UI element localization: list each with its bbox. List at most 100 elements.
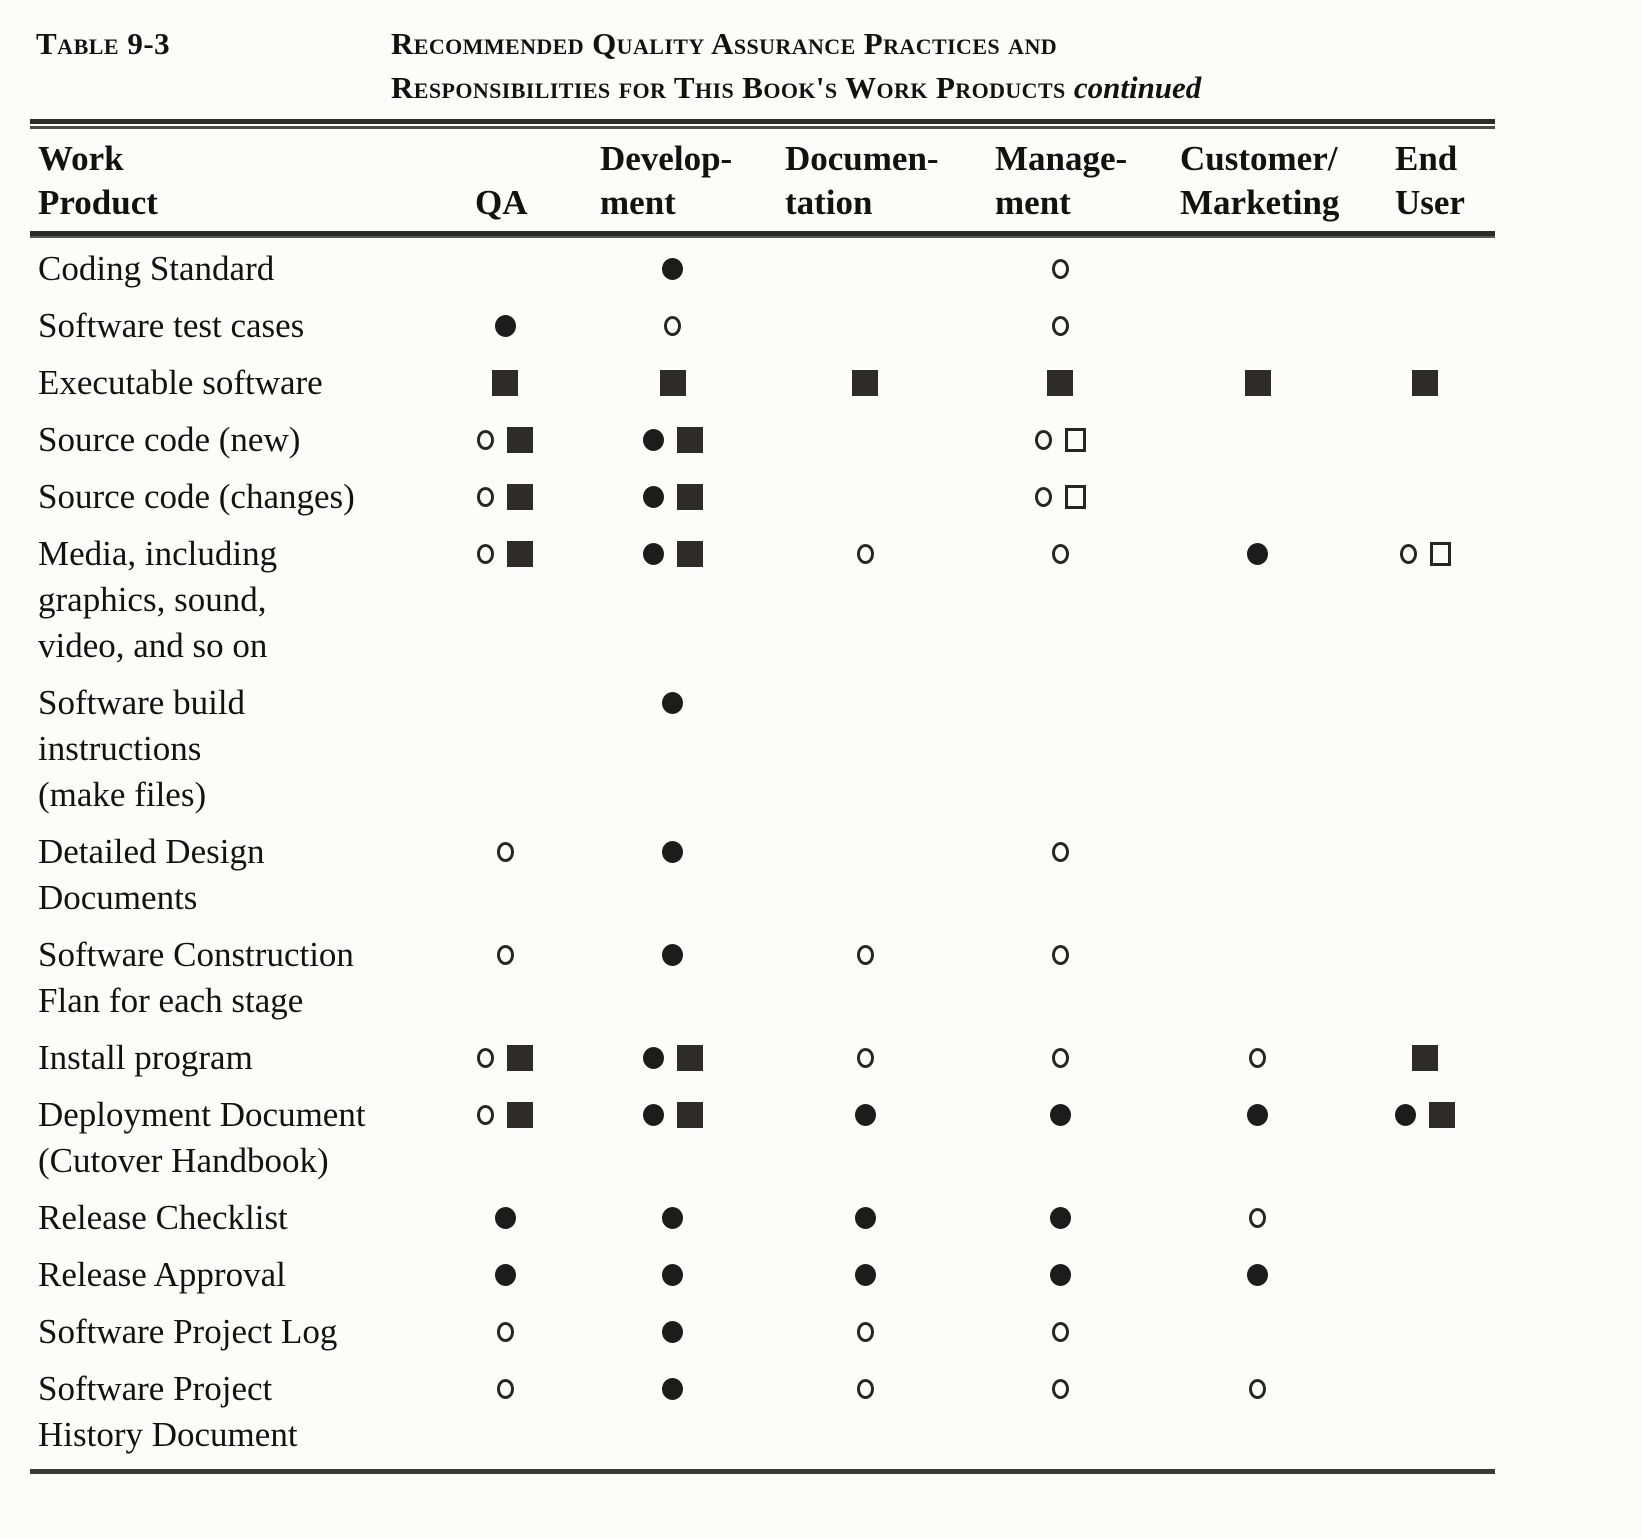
header-customer-marketing: Customer/ Marketing (1180, 139, 1340, 222)
cell-development (575, 474, 770, 520)
cell-documentation (770, 303, 960, 349)
filled-circle-icon (494, 315, 516, 337)
cell-qa (435, 246, 575, 292)
cell-development (575, 303, 770, 349)
title-continued: continued (1073, 70, 1202, 105)
cell-end_user (1355, 932, 1495, 978)
cell-documentation (770, 417, 960, 463)
cell-documentation (770, 829, 960, 875)
filled-square-icon (507, 484, 533, 510)
work-product-label: Media, including graphics, sound, video,… (38, 534, 278, 665)
filled-circle-icon (1049, 1264, 1071, 1286)
title-line-2: Responsibilities for This Book's Work Pr… (391, 66, 1201, 110)
cell-end_user (1355, 1366, 1495, 1412)
cell-documentation (770, 1092, 960, 1138)
cell-development (575, 531, 770, 577)
filled-square-icon (676, 484, 703, 510)
table-row: Software Construction Flan for each stag… (30, 932, 1495, 1024)
work-product-label: Software build instructions (make files) (38, 683, 246, 814)
table-row: Software Project History Document (30, 1366, 1495, 1458)
bottom-rule (30, 1469, 1495, 1474)
filled-square-icon (507, 427, 533, 453)
filled-square-icon (1047, 370, 1073, 396)
cell-qa (435, 1252, 575, 1298)
filled-circle-icon (1049, 1207, 1071, 1229)
cell-customer_marketing (1160, 246, 1355, 292)
table-body: Coding Standard Software test cases Execut… (30, 238, 1495, 1458)
cell-documentation (770, 932, 960, 978)
table-label: Table 9-3 (36, 26, 171, 61)
cell-development (575, 1092, 770, 1138)
open-circle-icon (1249, 1208, 1266, 1228)
cell-development (575, 829, 770, 875)
cell-customer_marketing (1160, 474, 1355, 520)
table-row: Coding Standard (30, 246, 1495, 292)
work-product-label: Release Checklist (38, 1198, 288, 1237)
open-circle-icon (1051, 1322, 1069, 1342)
cell-documentation (770, 246, 960, 292)
cell-qa (435, 1035, 575, 1081)
table-row: Deployment Document (Cutover Handbook) (30, 1092, 1495, 1184)
cell-management (960, 1252, 1160, 1298)
top-double-rule (30, 119, 1495, 129)
cell-qa (435, 360, 575, 406)
cell-documentation (770, 531, 960, 577)
work-product-label: Software test cases (38, 306, 305, 345)
cell-qa (435, 1309, 575, 1355)
work-product-label: Software Project History Document (38, 1369, 298, 1454)
cell-end_user (1355, 417, 1495, 463)
cell-documentation (770, 680, 960, 726)
cell-end_user (1355, 1252, 1495, 1298)
open-circle-icon (1034, 487, 1052, 507)
filled-circle-icon (494, 1264, 516, 1286)
work-product-label: Detailed Design Documents (38, 832, 265, 917)
cell-end_user (1355, 1035, 1495, 1081)
cell-customer_marketing (1160, 1366, 1355, 1412)
filled-circle-icon (1247, 1264, 1268, 1286)
cell-management (960, 1195, 1160, 1241)
table-row: Release Approval (30, 1252, 1495, 1298)
table-row: Media, including graphics, sound, video,… (30, 531, 1495, 669)
cell-qa (435, 829, 575, 875)
open-circle-icon (1249, 1048, 1266, 1068)
open-circle-icon (856, 544, 874, 564)
filled-circle-icon (1049, 1104, 1071, 1126)
open-square-icon (1064, 428, 1086, 452)
cell-development (575, 1309, 770, 1355)
filled-square-icon (1412, 370, 1438, 396)
filled-circle-icon (642, 1047, 664, 1069)
table-row: Install program (30, 1035, 1495, 1081)
open-circle-icon (664, 316, 681, 336)
filled-circle-icon (642, 429, 664, 451)
work-product-label: Source code (new) (38, 420, 301, 459)
cell-management (960, 417, 1160, 463)
cell-development (575, 360, 770, 406)
table-row: Release Checklist (30, 1195, 1495, 1241)
cell-qa (435, 531, 575, 577)
cell-documentation (770, 1195, 960, 1241)
filled-circle-icon (854, 1207, 876, 1229)
cell-qa (435, 303, 575, 349)
filled-square-icon (507, 541, 533, 567)
open-circle-icon (1051, 544, 1069, 564)
open-circle-icon (856, 1379, 874, 1399)
filled-circle-icon (662, 1264, 683, 1286)
filled-circle-icon (1247, 543, 1268, 565)
filled-circle-icon (642, 1104, 664, 1126)
open-circle-icon (496, 945, 514, 965)
open-circle-icon (477, 544, 494, 564)
filled-square-icon (507, 1045, 533, 1071)
cell-management (960, 1309, 1160, 1355)
header-rule (30, 231, 1495, 238)
work-product-label: Coding Standard (38, 249, 275, 288)
cell-end_user (1355, 1195, 1495, 1241)
cell-development (575, 1366, 770, 1412)
filled-square-icon (659, 370, 686, 396)
cell-end_user (1355, 829, 1495, 875)
filled-square-icon (492, 370, 518, 396)
cell-management (960, 1092, 1160, 1138)
filled-circle-icon (662, 944, 683, 966)
cell-documentation (770, 1366, 960, 1412)
open-circle-icon (496, 1379, 514, 1399)
